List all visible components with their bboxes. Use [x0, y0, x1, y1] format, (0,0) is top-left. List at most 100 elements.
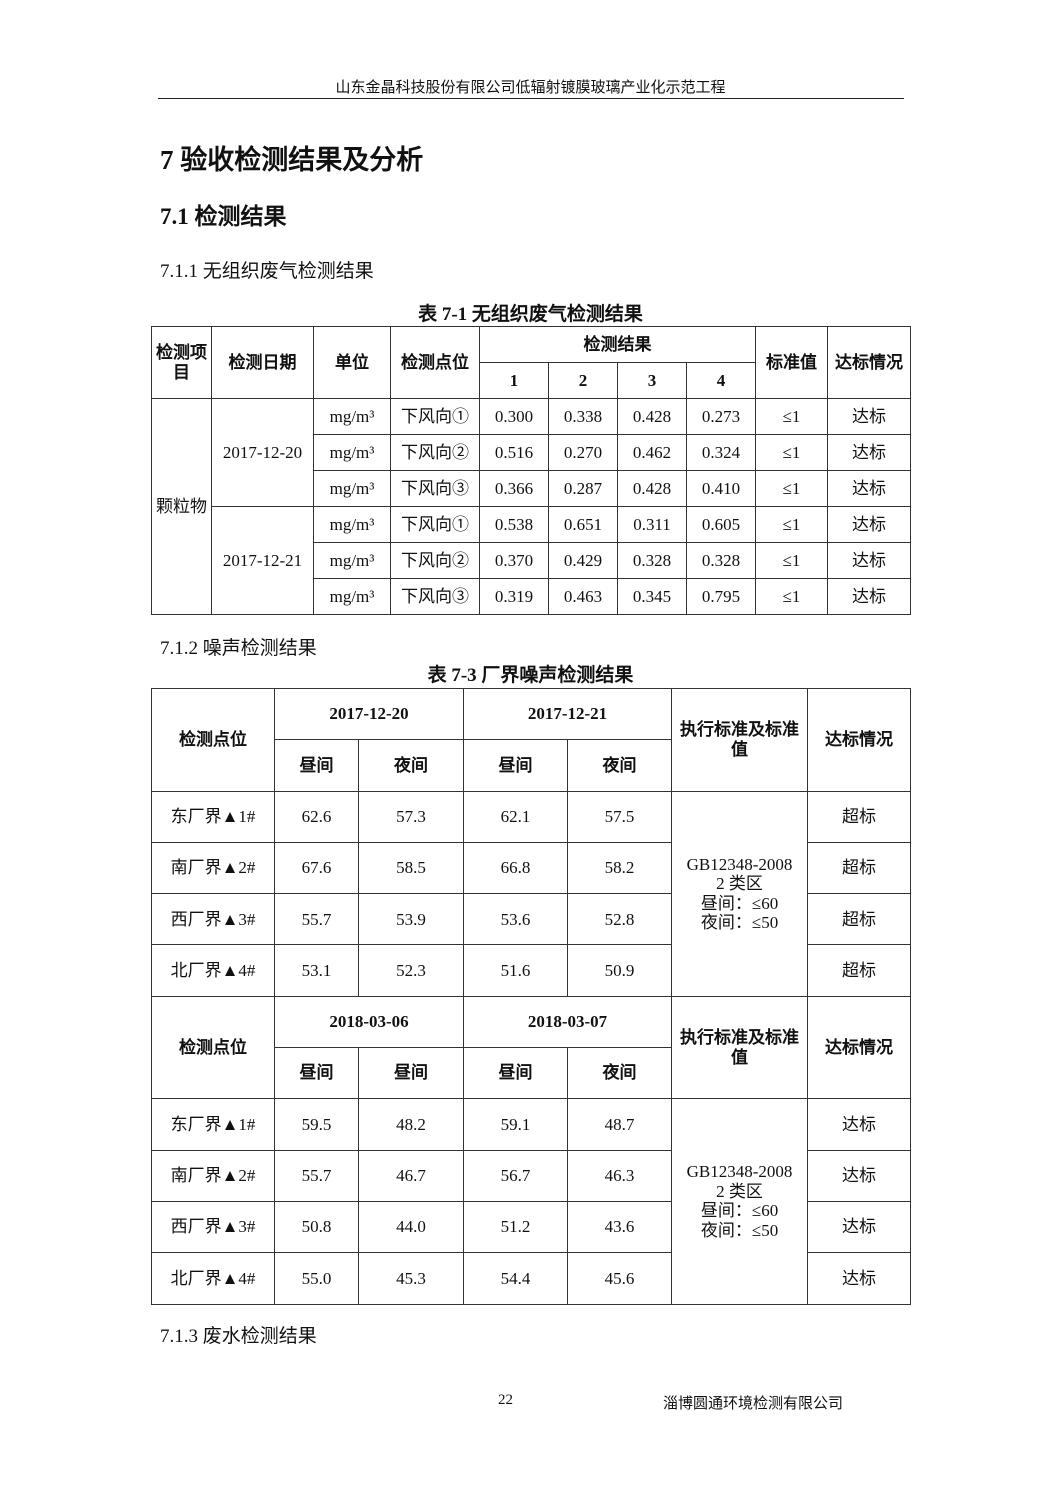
status-cell: 达标: [807, 1200, 912, 1254]
header-row: 检测点位 2017-12-20 2017-12-21 执行标准及标准值 达标情况: [151, 687, 912, 792]
air-results-table: 检测项目 检测日期 单位 检测点位 检测结果 标准值 达标情况 1 2 3 4 颗粒物 2017-12-…: [151, 326, 911, 615]
unit-cell: mg/m³: [313, 470, 391, 507]
value-cell: 44.0: [357, 1200, 465, 1254]
value-cell: 54.4: [463, 1252, 569, 1305]
header-status: 达标情况: [827, 326, 911, 399]
value-cell: 56.7: [463, 1149, 569, 1202]
unit-cell: mg/m³: [313, 542, 391, 579]
value-cell: 45.6: [567, 1252, 673, 1305]
header-date: 2018-03-07: [463, 995, 673, 1049]
point-cell: 南厂界▲2#: [151, 841, 275, 895]
point-cell: 下风向③: [390, 578, 480, 615]
header-results: 检测结果: [479, 326, 756, 363]
header-standard: 执行标准及标准值: [671, 995, 809, 1100]
point-cell: 北厂界▲4#: [151, 944, 275, 997]
point-cell: 西厂界▲3#: [151, 893, 275, 946]
standard-line: 2 类区: [716, 1181, 763, 1201]
status-cell: 达标: [827, 506, 911, 543]
table-row: 西厂界▲3# 50.8 44.0 51.2 43.6 达标: [151, 1200, 912, 1254]
value-cell: 50.8: [274, 1200, 359, 1254]
value-cell: 0.538: [479, 506, 549, 543]
value-cell: 57.5: [567, 790, 673, 843]
value-cell: 0.795: [686, 578, 756, 615]
value-cell: 50.9: [567, 944, 673, 997]
point-cell: 东厂界▲1#: [151, 1098, 275, 1151]
header-result-col: 4: [686, 362, 756, 399]
point-cell: 下风向③: [390, 470, 480, 507]
status-cell: 达标: [807, 1252, 912, 1305]
standard-line: GB12348-2008: [686, 1162, 793, 1182]
header-point: 检测点位: [151, 688, 275, 792]
value-cell: 62.1: [463, 790, 569, 843]
point-cell: 下风向①: [390, 398, 480, 435]
standard-line: 夜间：≤50: [700, 1221, 779, 1241]
unit-cell: mg/m³: [313, 578, 391, 615]
running-header: 山东金晶科技股份有限公司低辐射镀膜玻璃产业化示范工程: [335, 80, 726, 96]
subsection-heading-air: 7.1.1 无组织废气检测结果: [160, 261, 374, 282]
value-cell: 53.1: [274, 944, 359, 997]
standard-cell: GB12348-2008 2 类区 昼间：≤60 夜间：≤50: [671, 1098, 809, 1305]
value-cell: 52.3: [357, 944, 465, 997]
status-cell: 超标: [807, 944, 912, 997]
value-cell: 0.429: [548, 542, 618, 579]
value-cell: 58.2: [567, 841, 673, 895]
header-point: 检测点位: [151, 995, 275, 1100]
table-row: 颗粒物 2017-12-20 mg/m³ 下风向① 0.300 0.338 0.428 0.2…: [151, 398, 911, 615]
value-cell: 45.3: [357, 1252, 465, 1305]
header-period: 夜间: [567, 739, 673, 792]
value-cell: 51.6: [463, 944, 569, 997]
value-cell: 48.7: [567, 1098, 673, 1151]
status-cell: 达标: [827, 470, 911, 507]
table-row: mg/m³ 下风向③ 0.366 0.287 0.428 0.410 ≤1 达标: [152, 470, 911, 507]
table-row: 2017-12-21 mg/m³ 下风向① 0.538 0.651 0.311 0.605 ≤…: [152, 506, 911, 615]
header-status: 达标情况: [807, 688, 912, 792]
standard-line: 昼间：≤60: [700, 1201, 779, 1221]
status-cell: 超标: [807, 790, 912, 843]
table1-caption: 表 7-1 无组织废气检测结果: [418, 304, 643, 325]
header-item: 检测项目: [151, 326, 212, 399]
table-row: 西厂界▲3# 55.7 53.9 53.6 52.8 超标: [151, 893, 912, 946]
header-unit: 单位: [313, 326, 391, 399]
header-date: 2017-12-20: [273, 687, 465, 741]
point-cell: 下风向②: [390, 542, 480, 579]
point-cell: 下风向①: [390, 506, 480, 543]
header-result-col: 2: [548, 362, 618, 399]
table-row: mg/m³ 下风向② 0.516 0.270 0.462 0.324 ≤1 达标: [152, 434, 911, 471]
value-cell: 0.366: [479, 470, 549, 507]
standard-cell: ≤1: [755, 578, 828, 615]
noise-results-table: 检测点位 2017-12-20 2017-12-21 执行标准及标准值 达标情况 昼间 夜间…: [151, 687, 912, 1305]
header-period: 夜间: [567, 1047, 673, 1100]
status-cell: 达标: [827, 578, 911, 615]
status-cell: 达标: [827, 398, 911, 435]
header-row: 昼间 夜间 昼间 夜间: [152, 739, 911, 792]
value-cell: 0.428: [617, 398, 687, 435]
table2-caption: 表 7-3 厂界噪声检测结果: [427, 665, 634, 686]
value-cell: 0.516: [479, 434, 549, 471]
value-cell: 0.319: [479, 578, 549, 615]
value-cell: 0.311: [617, 506, 687, 543]
header-row: 昼间 昼间 昼间 夜间: [152, 1047, 911, 1100]
header-date: 2017-12-21: [463, 687, 673, 741]
point-cell: 下风向②: [390, 434, 480, 471]
unit-cell: mg/m³: [313, 398, 391, 435]
chapter-heading: 7 验收检测结果及分析: [160, 145, 424, 175]
value-cell: 0.270: [548, 434, 618, 471]
value-cell: 0.338: [548, 398, 618, 435]
value-cell: 0.287: [548, 470, 618, 507]
header-date: 2018-03-06: [273, 995, 465, 1049]
subsection-heading-noise: 7.1.2 噪声检测结果: [160, 638, 317, 659]
subsection-heading-wastewater: 7.1.3 废水检测结果: [160, 1326, 317, 1347]
table-row: 北厂界▲4# 53.1 52.3 51.6 50.9 超标: [151, 944, 912, 997]
table-row: mg/m³ 下风向③ 0.319 0.463 0.345 0.795 ≤1 达标: [152, 578, 911, 615]
standard-cell: ≤1: [755, 434, 828, 471]
value-cell: 66.8: [463, 841, 569, 895]
header-period: 昼间: [274, 739, 359, 792]
standard-line: 2 类区: [716, 874, 763, 894]
date-cell: 2017-12-21: [211, 506, 314, 615]
point-cell: 北厂界▲4#: [151, 1252, 275, 1305]
value-cell: 51.2: [463, 1200, 569, 1254]
header-result-col: 1: [479, 362, 549, 399]
value-cell: 58.5: [357, 841, 465, 895]
date-cell: 2017-12-20: [211, 398, 314, 507]
value-cell: 53.9: [357, 893, 465, 946]
